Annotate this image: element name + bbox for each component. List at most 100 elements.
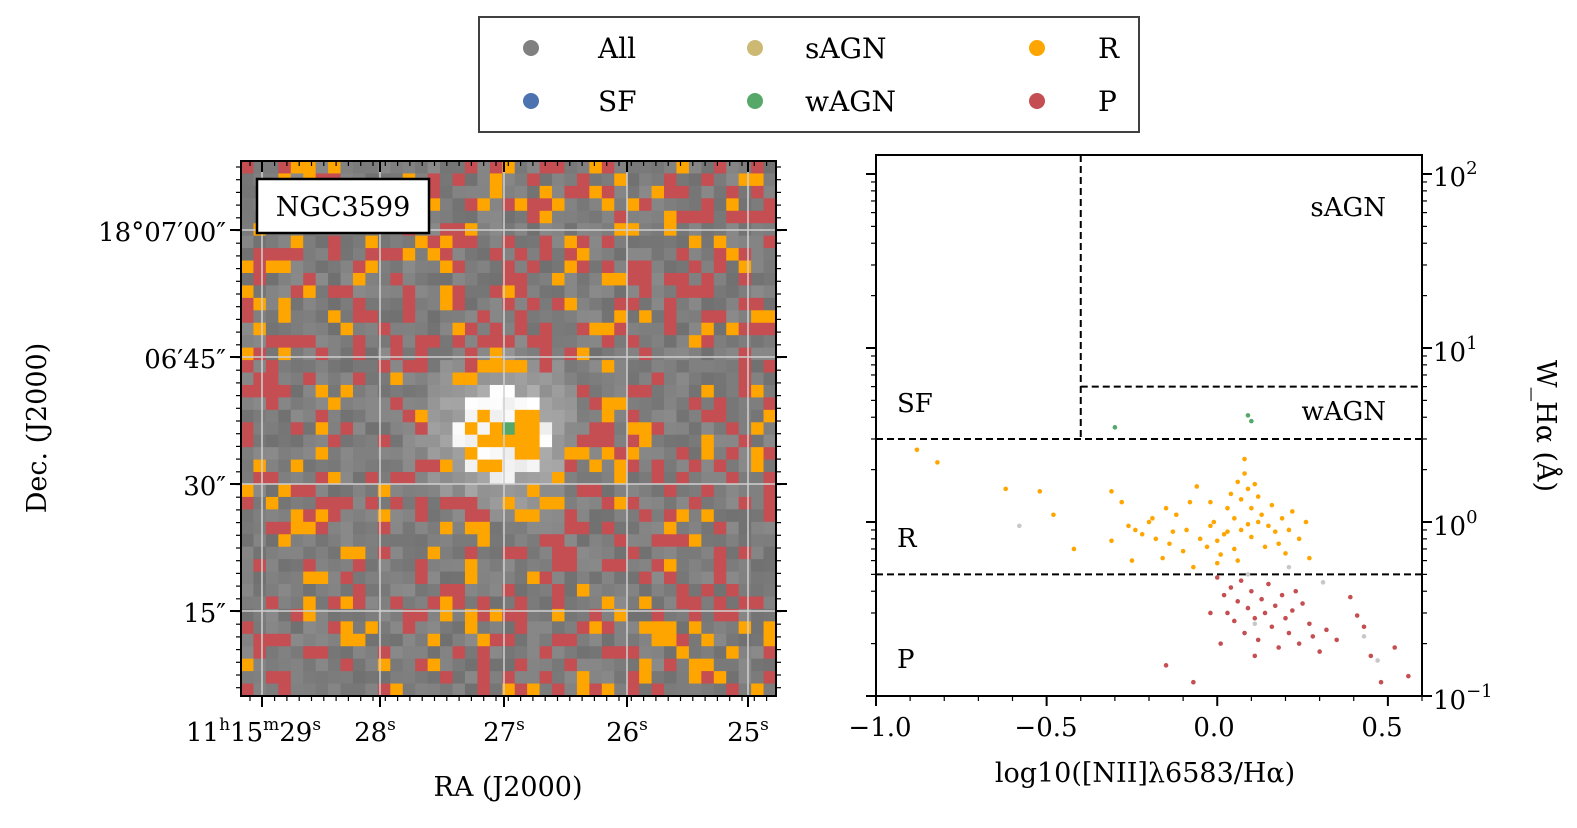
map-pixel: [614, 285, 628, 299]
map-pixel: [278, 646, 292, 660]
map-pixel: [489, 173, 503, 187]
map-pixel: [527, 584, 541, 598]
map-pixel: [440, 198, 454, 212]
map-pixel: [763, 633, 776, 647]
map-pixel: [340, 534, 354, 548]
map-pixel: [390, 472, 404, 486]
map-pixel: [502, 185, 516, 199]
map-pixel: [576, 484, 590, 498]
map-pixel: [614, 496, 628, 510]
map-pixel: [352, 422, 367, 436]
map-pixel: [440, 285, 454, 299]
map-pixel: [589, 608, 603, 622]
map-pixel: [726, 546, 740, 560]
map-pixel: [576, 310, 590, 324]
map-pixel: [427, 509, 441, 523]
map-pixel: [489, 484, 503, 498]
map-pixel: [688, 658, 702, 672]
map-pixel: [415, 447, 429, 461]
map-pixel: [527, 608, 541, 622]
map-pixel: [651, 161, 665, 175]
point-p: [1293, 588, 1299, 594]
map-pixel: [589, 235, 603, 249]
map-pixel: [464, 584, 478, 598]
map-pixel: [265, 658, 279, 672]
map-pixel: [440, 608, 454, 622]
map-pixel: [589, 646, 603, 660]
map-pixel: [576, 384, 590, 398]
map-pixel: [676, 285, 690, 299]
map-pixel: [452, 621, 466, 635]
map-pixel: [452, 459, 466, 473]
galaxy-label: NGC3599: [276, 192, 411, 223]
map-pixel: [576, 260, 590, 274]
map-pixel: [328, 322, 342, 336]
map-pixel: [738, 596, 752, 610]
map-pixel: [315, 546, 329, 560]
map-pixel: [464, 173, 478, 187]
map-pixel: [278, 347, 292, 361]
map-pixel: [502, 484, 516, 498]
map-pixel: [676, 173, 690, 187]
map-pixel: [328, 521, 342, 535]
map-pixel: [701, 683, 715, 696]
map-pixel: [676, 484, 690, 498]
map-pixel: [738, 584, 752, 598]
map-pixel: [601, 235, 615, 249]
map-pixel: [290, 546, 304, 560]
map-pixel: [626, 310, 640, 324]
map-pixel: [241, 409, 255, 423]
map-pixel: [614, 584, 628, 598]
point-r: [1272, 529, 1278, 534]
map-pixel: [552, 509, 566, 523]
map-pixel: [539, 646, 553, 660]
map-pixel: [377, 409, 391, 423]
map-pixel: [415, 397, 429, 411]
point-p: [1228, 585, 1234, 590]
map-pixel: [477, 509, 491, 523]
map-pixel: [365, 534, 379, 548]
map-pixel: [489, 422, 503, 436]
point-p: [1368, 653, 1374, 659]
map-pixel: [614, 185, 628, 199]
map-pixel: [713, 260, 727, 274]
map-pixel: [241, 161, 255, 175]
map-pixel: [402, 521, 416, 535]
map-pixel: [489, 161, 503, 175]
map-pixel: [340, 397, 354, 411]
map-pixel: [552, 372, 566, 386]
map-pixel: [502, 621, 516, 635]
map-pixel: [564, 397, 578, 411]
map-pixel: [365, 434, 379, 448]
map-pixel: [390, 534, 404, 548]
map-pixel: [303, 633, 317, 647]
map-pixel: [713, 310, 727, 324]
map-pixel: [464, 210, 478, 224]
map-pixel: [701, 322, 715, 336]
point-r: [1191, 564, 1196, 570]
map-pixel: [676, 683, 690, 696]
map-pixel: [564, 621, 578, 635]
map-pixel: [651, 534, 665, 548]
map-pixel: [502, 372, 516, 386]
map-pixel: [427, 596, 441, 610]
map-pixel: [688, 621, 702, 635]
map-pixel: [614, 546, 628, 560]
map-pixel: [527, 621, 541, 635]
map-pixel: [278, 360, 292, 374]
map-pixel: [639, 173, 653, 187]
map-pixel: [751, 272, 765, 287]
map-pixel: [427, 459, 441, 473]
map-pixel: [552, 272, 566, 287]
map-pixel: [328, 509, 342, 523]
map-pixel: [489, 646, 503, 660]
map-pixel: [502, 671, 516, 685]
map-pixel: [576, 472, 590, 486]
map-pixel: [601, 285, 615, 299]
map-pixel: [377, 596, 391, 610]
map-pixel: [527, 198, 541, 212]
map-pixel: [303, 671, 317, 685]
map-pixel: [751, 608, 765, 622]
map-pixel: [614, 272, 628, 287]
map-pixel: [241, 310, 255, 324]
